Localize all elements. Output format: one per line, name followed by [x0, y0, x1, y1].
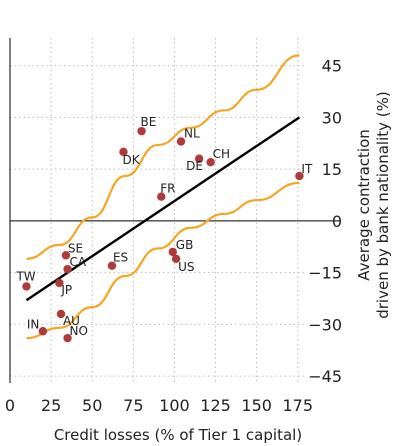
point-label-de: DE — [186, 159, 203, 173]
point-dk — [119, 147, 128, 157]
point-label-dk: DK — [122, 153, 140, 167]
point-jp — [55, 278, 64, 288]
x-tick-150: 150 — [241, 396, 272, 415]
y-tick--15: −15 — [308, 264, 342, 283]
y-axis-title: Average contraction driven by bank natio… — [355, 91, 392, 319]
point-label-es: ES — [113, 251, 128, 265]
point-label-ch: CH — [213, 147, 230, 161]
point-ch — [206, 158, 215, 167]
point-be — [137, 126, 146, 136]
x-tick-100: 100 — [159, 396, 190, 415]
y-tick--45: −45 — [308, 367, 342, 386]
point-label-nl: NL — [184, 127, 200, 141]
y-axis-title-line-1: Average contraction — [355, 129, 373, 281]
y-tick-labels: 45 30 15 0 −15 −30 −45 — [308, 57, 342, 387]
upper-confidence-band — [26, 54, 300, 260]
lower-confidence-band — [26, 181, 300, 340]
point-se — [61, 251, 71, 260]
x-axis-title: Credit losses (% of Tier 1 capital) — [54, 426, 302, 444]
point-label-no: NO — [70, 324, 88, 338]
y-axis-title-line-2: driven by bank nationality (%) — [374, 91, 392, 319]
confidence-bands — [26, 54, 300, 340]
point-au — [56, 309, 66, 319]
x-tick-0: 0 — [5, 396, 15, 415]
point-gb — [168, 247, 177, 257]
fit-line — [25, 116, 301, 302]
point-fr — [157, 192, 166, 201]
point-label-us: US — [178, 260, 194, 274]
x-tick-50: 50 — [82, 396, 102, 415]
point-us — [171, 254, 181, 263]
data-points: BE NL DK CH DE IT FR SE ES GB US CA TW JP AU IN NO — [15, 115, 313, 343]
point-no — [63, 333, 72, 343]
y-tick-15: 15 — [322, 160, 342, 179]
point-ca — [63, 264, 72, 274]
y-tick-30: 30 — [322, 108, 342, 127]
point-label-au: AU — [63, 314, 80, 328]
point-label-it: IT — [301, 162, 313, 176]
point-it — [295, 171, 304, 181]
point-label-jp: JP — [60, 283, 72, 297]
point-label-ca: CA — [70, 255, 87, 269]
y-tick--30: −30 — [308, 315, 342, 334]
grid — [10, 38, 306, 383]
point-de — [194, 154, 204, 163]
x-tick-125: 125 — [200, 396, 231, 415]
x-tick-25: 25 — [41, 396, 61, 415]
point-tw — [22, 282, 31, 291]
point-label-gb: GB — [176, 238, 194, 252]
point-label-in: IN — [27, 317, 40, 331]
y-tick-45: 45 — [322, 57, 342, 76]
y-tick-0: 0 — [332, 212, 342, 231]
x-tick-labels: 0 25 50 75 100 125 150 175 — [5, 396, 313, 415]
point-in — [38, 327, 48, 336]
point-es — [107, 261, 117, 270]
point-label-tw: TW — [15, 269, 35, 283]
point-label-se: SE — [68, 241, 83, 255]
x-tick-175: 175 — [283, 396, 314, 415]
point-nl — [176, 137, 186, 146]
point-label-be: BE — [141, 115, 157, 129]
point-label-fr: FR — [160, 182, 175, 196]
x-tick-75: 75 — [123, 396, 143, 415]
